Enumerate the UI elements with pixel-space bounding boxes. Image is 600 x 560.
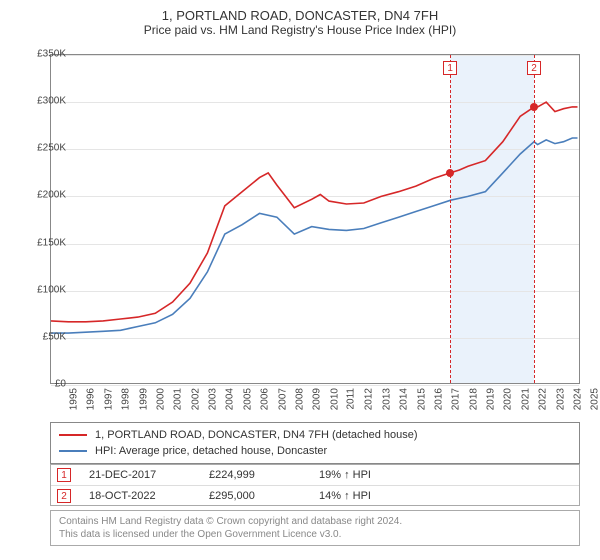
x-axis-label: 2000 [155,388,166,410]
y-axis-label: £50K [43,331,66,342]
sale-price: £224,999 [209,469,319,481]
legend-item: HPI: Average price, detached house, Donc… [59,443,571,459]
x-axis-label: 1995 [68,388,79,410]
y-axis-label: £150K [37,237,66,248]
x-axis-label: 2021 [520,388,531,410]
x-axis-label: 2008 [294,388,305,410]
sale-index-marker: 1 [443,61,457,75]
sale-date: 21-DEC-2017 [89,469,209,481]
x-axis-label: 2014 [398,388,409,410]
legend-swatch [59,434,87,436]
sale-pct: 19% ↑ HPI [319,469,439,481]
footer-line: Contains HM Land Registry data © Crown c… [59,515,571,528]
x-axis-label: 2001 [173,388,184,410]
table-row: 2 18-OCT-2022 £295,000 14% ↑ HPI [51,485,579,505]
x-axis-label: 2007 [277,388,288,410]
chart: 12 [50,54,580,384]
sale-vline [534,55,535,383]
page-subtitle: Price paid vs. HM Land Registry's House … [0,23,600,41]
x-axis-label: 2020 [503,388,514,410]
sale-date: 18-OCT-2022 [89,490,209,502]
x-axis-label: 2015 [416,388,427,410]
x-axis-label: 1998 [120,388,131,410]
legend-item: 1, PORTLAND ROAD, DONCASTER, DN4 7FH (de… [59,427,571,443]
legend-label: 1, PORTLAND ROAD, DONCASTER, DN4 7FH (de… [95,429,418,441]
chart-series-line [51,102,578,322]
sale-vline [450,55,451,383]
x-axis-label: 2024 [572,388,583,410]
chart-series-line [51,138,578,333]
y-axis-label: £350K [37,49,66,60]
x-axis-label: 2016 [433,388,444,410]
legend-label: HPI: Average price, detached house, Donc… [95,445,327,457]
x-axis-label: 2022 [537,388,548,410]
x-axis-label: 2018 [468,388,479,410]
x-axis-label: 2009 [312,388,323,410]
table-row: 1 21-DEC-2017 £224,999 19% ↑ HPI [51,465,579,485]
sales-table: 1 21-DEC-2017 £224,999 19% ↑ HPI 2 18-OC… [50,464,580,506]
x-axis-label: 2004 [225,388,236,410]
y-axis-label: £300K [37,96,66,107]
y-axis-label: £100K [37,284,66,295]
chart-plot [51,55,581,385]
x-axis-label: 2019 [485,388,496,410]
page-title: 1, PORTLAND ROAD, DONCASTER, DN4 7FH [0,0,600,23]
footer: Contains HM Land Registry data © Crown c… [50,510,580,546]
sale-index-box: 1 [57,468,71,482]
footer-line: This data is licensed under the Open Gov… [59,528,571,541]
y-axis-label: £200K [37,190,66,201]
x-axis-label: 2013 [381,388,392,410]
x-axis-label: 1996 [86,388,97,410]
sale-index-box: 2 [57,489,71,503]
x-axis-label: 2003 [207,388,218,410]
x-axis-label: 2025 [590,388,600,410]
legend-swatch [59,450,87,452]
x-axis-label: 2023 [555,388,566,410]
x-axis-label: 2002 [190,388,201,410]
sale-pct: 14% ↑ HPI [319,490,439,502]
x-axis-label: 2010 [329,388,340,410]
sale-index-marker: 2 [527,61,541,75]
x-axis-label: 2011 [346,388,357,410]
y-axis-label: £0 [55,379,66,390]
x-axis-label: 2006 [259,388,270,410]
x-axis-label: 2005 [242,388,253,410]
x-axis-label: 1999 [138,388,149,410]
sale-price: £295,000 [209,490,319,502]
y-axis-label: £250K [37,143,66,154]
x-axis-label: 2012 [364,388,375,410]
x-axis-label: 2017 [451,388,462,410]
legend: 1, PORTLAND ROAD, DONCASTER, DN4 7FH (de… [50,422,580,464]
x-axis-label: 1997 [103,388,114,410]
